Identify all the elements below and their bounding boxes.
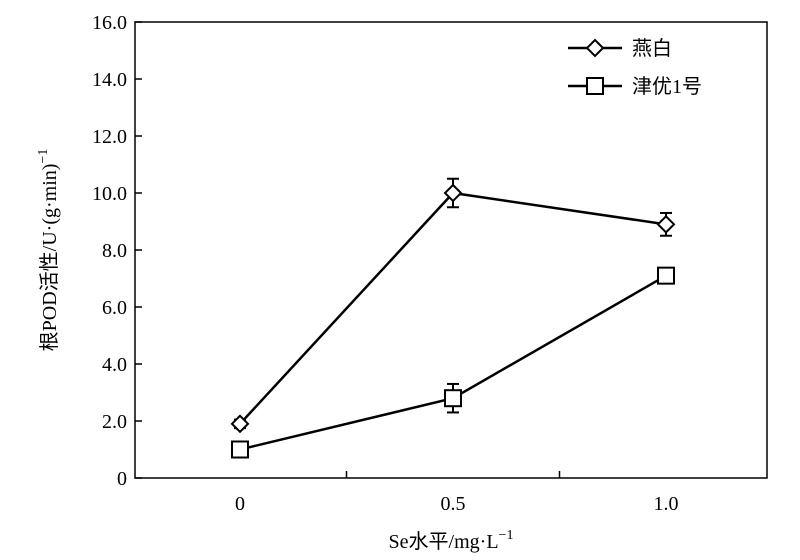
legend-label: 燕白 [632, 37, 672, 60]
series-1 [230, 177, 676, 434]
y-tick-label: 2.0 [102, 411, 127, 433]
y-tick-label: 16.0 [92, 12, 127, 34]
legend-entry: 燕白 [568, 37, 672, 60]
x-tick-label: 1.0 [654, 493, 679, 515]
y-axis: 0 2.0 4.0 6.0 8.0 10.0 12.0 14.0 16.0 [92, 12, 142, 490]
legend-label: 津优1号 [632, 75, 702, 98]
data-point-diamond [656, 214, 676, 234]
y-tick-label: 6.0 [102, 297, 127, 319]
series-2 [231, 266, 675, 459]
y-axis-title: 根POD活性/U·(g·min)−1 [36, 149, 61, 352]
y-tick-label: 14.0 [92, 69, 127, 91]
y-tick-label: 10.0 [92, 183, 127, 205]
data-point-square [444, 389, 462, 408]
x-tick-label: 0.5 [441, 493, 466, 515]
x-axis: 0 0.5 1.0 [235, 471, 679, 515]
data-point-diamond [443, 183, 463, 203]
y-tick-label: 12.0 [92, 126, 127, 148]
y-tick-label: 4.0 [102, 354, 127, 376]
series-layer [230, 177, 676, 459]
data-point-square [586, 77, 604, 95]
data-point-diamond [230, 414, 250, 434]
y-tick-label: 0 [117, 468, 127, 490]
y-tick-label: 8.0 [102, 240, 127, 262]
x-axis-title: Se水平/mg·L−1 [389, 528, 514, 553]
series-line [239, 274, 667, 451]
data-point-square [231, 440, 249, 459]
legend-entry: 津优1号 [568, 75, 702, 98]
data-point-square [657, 266, 675, 285]
data-point-diamond [585, 38, 605, 58]
x-tick-label: 0 [235, 493, 245, 515]
